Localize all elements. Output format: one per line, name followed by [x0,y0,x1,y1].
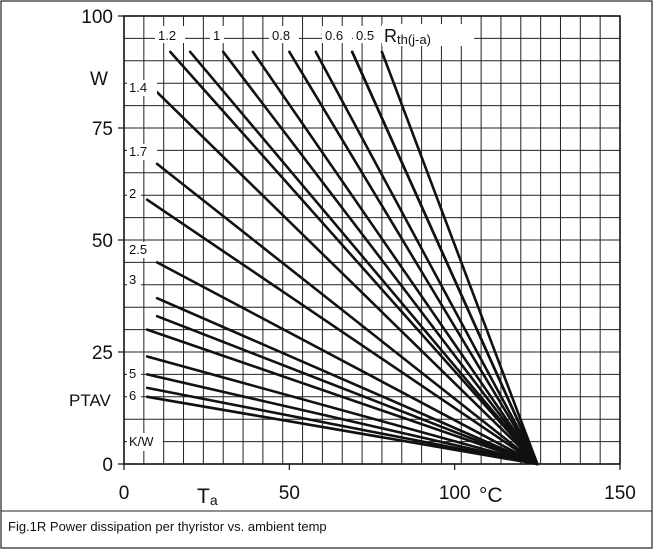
rth-curve [188,50,539,466]
left-label-bg [127,366,141,382]
rth-label: Rth(j-a) [384,26,431,47]
top-curve-label: 0.8 [272,28,290,43]
plot-grid [124,16,620,464]
figure-caption: Fig.1R Power dissipation per thyristor v… [8,519,327,534]
y-axis-ticks: 0 25 50 75 100 [81,7,124,476]
kw-unit-label: K/W [129,434,154,449]
left-curve-labels: 1.4 1.7 2 2.5 3 5 6 [127,80,157,404]
x-axis-name-main: T [197,485,210,508]
left-label-bg [127,242,157,258]
left-curve-label: 5 [129,366,136,381]
left-curve-label: 3 [129,272,136,287]
left-label-bg [127,186,141,202]
left-curve-label: 2 [129,186,136,201]
x-axis-unit: °C [479,484,503,507]
x-tick-label: 50 [279,483,300,504]
left-label-bg [127,144,157,160]
top-curve-label: 1 [213,28,220,43]
rth-curve [145,328,539,466]
top-label-bg [269,26,299,43]
left-curve-label: 6 [129,388,136,403]
rth-curve [251,50,539,466]
x-axis-ticks: 0 50 100 150 [119,464,636,504]
left-label-bg [127,272,141,288]
rth-curve [145,395,539,466]
y-tick-label: 0 [102,455,113,476]
top-label-bg [155,26,185,43]
x-tick-label: 100 [439,483,471,504]
x-tick-label: 0 [119,483,130,504]
rth-curve [380,50,539,466]
top-curve-label: 1.2 [158,28,176,43]
y-tick-label: 25 [92,343,113,364]
rth-curve [155,261,539,466]
rth-curve [350,50,539,466]
left-label-bg [127,80,157,96]
y-tick-label: 50 [92,231,113,252]
x-axis-name: Ta [197,485,218,508]
top-label-bg [210,26,224,43]
rth-curve [155,314,539,466]
rth-curve [155,162,539,466]
rth-label-sub: th(j-a) [397,32,431,47]
top-label-bg [353,26,383,43]
left-curve-label: 2.5 [129,242,147,257]
left-curve-label: 1.7 [129,144,147,159]
top-label-bg [322,26,352,43]
left-curve-label: 1.4 [129,80,147,95]
rth-curve [155,90,539,466]
curve-set [145,50,539,466]
top-curve-label: 0.6 [325,28,343,43]
rth-curve [155,296,539,466]
rth-curve [314,50,539,466]
rth-label-main: R [384,26,397,46]
rth-curve [288,50,539,466]
left-label-bg [127,388,141,404]
rth-curve [145,386,539,466]
x-axis-name-sub: a [210,492,218,508]
x-tick-label: 150 [604,483,636,504]
y-axis-unit: W [90,69,108,90]
y-axis-name: PTAV [69,391,112,410]
top-curve-label: 0.5 [356,28,374,43]
top-curve-labels: 1.2 1 0.8 0.6 0.5 [155,26,383,43]
y-tick-label: 75 [92,119,113,140]
rth-curve [168,50,539,466]
rth-curve [221,50,539,466]
kw-label-bg [127,433,163,451]
rth-curve [145,373,539,466]
rth-curve [145,198,539,466]
rth-curve [145,355,539,466]
rth-label-bg [382,24,474,46]
y-tick-label: 100 [81,7,113,28]
